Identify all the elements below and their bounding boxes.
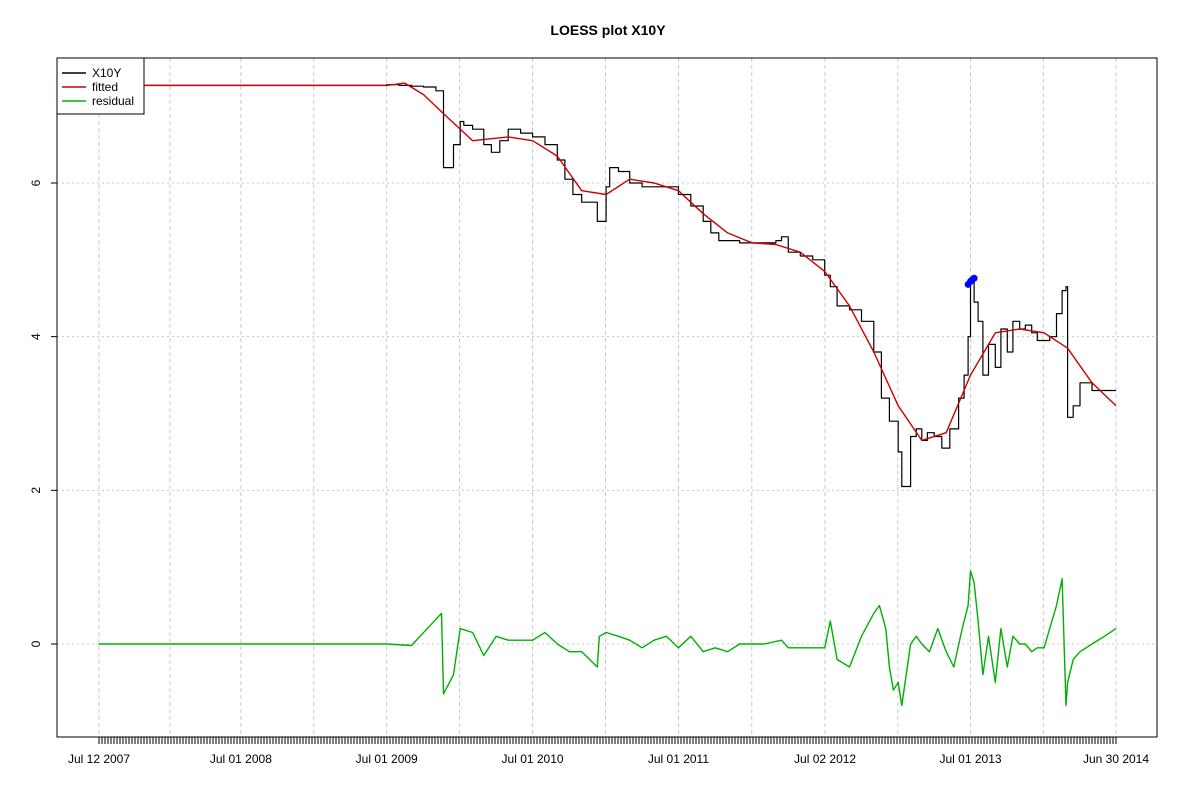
grid-layer <box>57 58 1157 737</box>
y-tick-label: 6 <box>29 179 43 186</box>
highlight-points-layer <box>964 274 978 288</box>
y-tick-label: 0 <box>29 640 43 647</box>
y-tick-label: 2 <box>29 487 43 494</box>
legend-label-x10y: X10Y <box>92 66 121 80</box>
x-tick-label: Jul 01 2009 <box>356 752 418 766</box>
legend-label-residual: residual <box>92 94 134 108</box>
tick-layer: Jul 12 2007 Jul 01 2008 Jul 01 2009 Jul 01 … <box>29 179 1149 766</box>
x-tick-label: Jul 02 2012 <box>794 752 856 766</box>
x-tick-label: Jul 01 2011 <box>648 752 709 766</box>
series-line-fitted <box>99 82 1117 442</box>
legend-box <box>56 57 145 115</box>
y-tick-label: 4 <box>29 333 43 340</box>
series-layer <box>99 82 1117 707</box>
series-line-x10y <box>99 84 1116 488</box>
x-tick-label: Jul 01 2010 <box>502 752 564 766</box>
highlight-point <box>970 274 978 282</box>
x-tick-label: Jul 01 2013 <box>940 752 1002 766</box>
x-tick-label: Jul 12 2007 <box>68 752 130 766</box>
legend-label-fitted: fitted <box>92 80 118 94</box>
series-line-residual <box>99 570 1117 707</box>
chart-title: LOESS plot X10Y <box>550 22 666 38</box>
x-tick-label: Jul 01 2008 <box>210 752 272 766</box>
x-axis-dense-ticks <box>98 737 1117 744</box>
x-tick-label: Jun 30 2014 <box>1083 752 1149 766</box>
plot-frame <box>56 57 1158 738</box>
